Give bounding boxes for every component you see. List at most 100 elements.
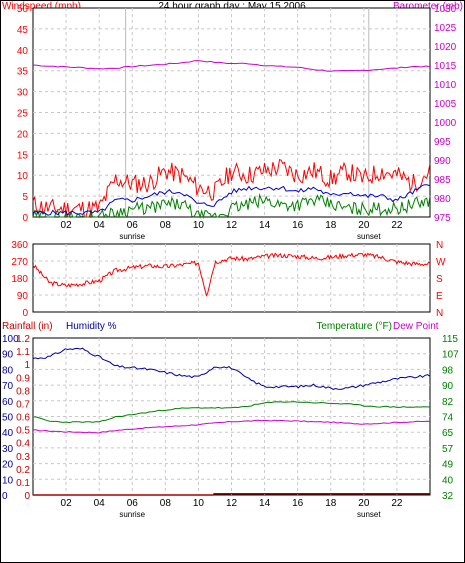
weather-x-tick-label: 16 — [292, 498, 304, 509]
windspeed-axis-label: Windspeed (mph) — [2, 1, 81, 12]
wind-tick-label: 25 — [17, 109, 29, 120]
wind-tick-label: 15 — [17, 150, 29, 161]
temperature-line — [32, 401, 431, 424]
rainfall-tick-label: 1.2 — [16, 334, 30, 345]
wind-tick-label: 5 — [22, 192, 28, 203]
weather-x-tick-label: 20 — [358, 498, 370, 509]
humidity-tick-label: 70 — [2, 381, 14, 392]
rainfall-tick-label: 0.9 — [16, 373, 30, 384]
humidity-line — [32, 347, 431, 390]
wind-x-tick-label: 20 — [358, 220, 370, 231]
temperature-tick-label: 49 — [442, 460, 454, 471]
temperature-tick-label: 40 — [442, 475, 454, 486]
wind-x-tick-label: 02 — [61, 220, 73, 231]
barometer-tick-label: 975 — [434, 213, 451, 224]
compass-label: E — [436, 291, 443, 302]
humidity-tick-label: 10 — [2, 475, 14, 486]
humidity-tick-label: 60 — [2, 397, 14, 408]
rainfall-tick-label: 0.4 — [16, 439, 30, 450]
wind-tick-label: 45 — [17, 25, 29, 36]
humidity-axis-label: Humidity % — [66, 321, 117, 332]
barometer-line — [32, 60, 431, 72]
sunrise-label: sunrise — [119, 510, 145, 519]
temperature-tick-label: 115 — [442, 334, 458, 345]
rainfall-tick-label: 0.2 — [16, 465, 30, 476]
weather-x-tick-label: 10 — [193, 498, 205, 509]
humidity-tick-label: 100 — [2, 334, 19, 345]
wind-direction-line — [32, 252, 431, 297]
compass-label: W — [436, 257, 446, 268]
temperature-axis-label: Temperature (°F) — [316, 321, 392, 332]
compass-label: S — [436, 274, 443, 285]
compass-label: N — [436, 240, 443, 251]
wind-x-tick-label: 08 — [160, 220, 172, 231]
temperature-tick-label: 98 — [442, 365, 454, 376]
wind-x-tick-label: 10 — [193, 220, 205, 231]
humidity-tick-label: 90 — [2, 350, 14, 361]
barometer-tick-label: 1005 — [434, 99, 457, 110]
temperature-tick-label: 82 — [442, 397, 454, 408]
wind-x-tick-label: 18 — [325, 220, 337, 231]
wind-x-tick-label: 16 — [292, 220, 304, 231]
sunset-label: sunset — [357, 232, 381, 241]
wind-x-tick-label: 22 — [391, 220, 403, 231]
weather-x-tick-label: 02 — [61, 498, 73, 509]
direction-tick-label: 270 — [11, 257, 28, 268]
weather-x-tick-label: 04 — [94, 498, 106, 509]
weather-x-tick-label: 22 — [391, 498, 403, 509]
wind-x-tick-label: 14 — [259, 220, 271, 231]
direction-tick-label: 90 — [17, 291, 29, 302]
rainfall-line — [33, 492, 430, 496]
direction-tick-label: 360 — [11, 240, 28, 251]
wind-average-line — [32, 184, 431, 216]
wind-x-tick-label: 06 — [127, 220, 139, 231]
direction-tick-label: 0 — [22, 308, 28, 319]
temperature-tick-label: 107 — [442, 350, 459, 361]
rainfall-tick-label: 1 — [24, 360, 30, 371]
barometer-tick-label: 1020 — [434, 42, 457, 53]
humidity-tick-label: 20 — [2, 460, 14, 471]
weather-x-tick-label: 18 — [325, 498, 337, 509]
rainfall-tick-label: 1.1 — [16, 347, 30, 358]
wind-tick-label: 35 — [17, 67, 29, 78]
temperature-tick-label: 90 — [442, 381, 454, 392]
wind-tick-label: 20 — [17, 129, 29, 140]
rainfall-axis-label: Rainfall (in) — [2, 321, 53, 332]
barometer-axis-label: Barometer (mb) — [393, 1, 463, 12]
humidity-tick-label: 50 — [2, 413, 14, 424]
humidity-tick-label: 80 — [2, 365, 14, 376]
wind-x-tick-label: 04 — [94, 220, 106, 231]
barometer-tick-label: 1010 — [434, 80, 457, 91]
weather-x-tick-label: 12 — [226, 498, 238, 509]
temperature-tick-label: 57 — [442, 444, 454, 455]
rainfall-tick-label: 0.6 — [16, 413, 30, 424]
temperature-tick-label: 74 — [442, 413, 454, 424]
rainfall-tick-label: 0.8 — [16, 386, 30, 397]
weather-x-tick-label: 06 — [127, 498, 139, 509]
wind-gust-line — [32, 159, 431, 218]
temperature-tick-label: 65 — [442, 428, 454, 439]
compass-label: N — [436, 308, 443, 319]
wind-tick-label: 0 — [22, 213, 28, 224]
wind-tick-label: 50 — [17, 4, 29, 15]
barometer-tick-label: 985 — [434, 175, 451, 186]
humidity-tick-label: 30 — [2, 444, 14, 455]
wind-x-tick-label: 12 — [226, 220, 238, 231]
wind-tick-label: 40 — [17, 46, 29, 57]
barometer-tick-label: 995 — [434, 137, 451, 148]
direction-tick-label: 180 — [11, 274, 28, 285]
barometer-tick-label: 1030 — [434, 4, 457, 15]
weather-x-tick-label: 14 — [259, 498, 271, 509]
wind-low-line — [32, 193, 431, 219]
barometer-tick-label: 1015 — [434, 61, 457, 72]
humidity-tick-label: 0 — [2, 491, 8, 502]
barometer-tick-label: 990 — [434, 156, 451, 167]
temperature-tick-label: 32 — [442, 491, 454, 502]
sunrise-label: sunrise — [119, 232, 145, 241]
rainfall-tick-label: 0.5 — [16, 426, 30, 437]
rainfall-tick-label: 0.3 — [16, 452, 30, 463]
dewpoint-line — [32, 419, 431, 434]
chart-title: 24 hour graph day : May 15 2006 — [158, 1, 306, 12]
